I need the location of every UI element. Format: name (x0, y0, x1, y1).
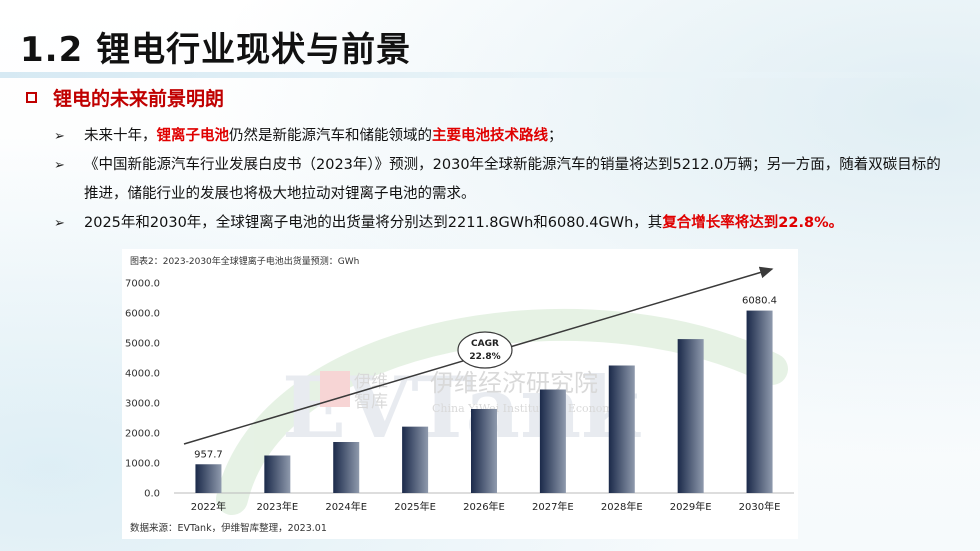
bullet-highlight: 锂离子电池 (156, 128, 230, 144)
x-tick-label: 2027年E (532, 500, 574, 513)
bar (333, 442, 360, 493)
x-tick-label: 2022年 (191, 500, 226, 513)
y-tick-label: 4000.0 (125, 369, 160, 380)
bar (677, 339, 704, 493)
bar-value-label: 957.7 (194, 449, 223, 460)
bullet-item: ➢ 2025年和2030年，全球锂离子电池的出货量将分别达到2211.8GWh和… (54, 209, 954, 238)
y-tick-label: 1000.0 (125, 459, 160, 470)
bar (471, 409, 497, 493)
page-title: 1.2 锂电行业现状与前景 (20, 30, 412, 70)
chart-title: 图表2：2023-2030年全球锂离子电池出货量预测：GWh (130, 255, 359, 267)
watermark-logo-mark (320, 371, 350, 407)
arrow-bullet-icon: ➢ (54, 216, 65, 231)
watermark-cn-full: 伊维经济研究院 (430, 369, 598, 397)
x-tick-label: 2029年E (670, 500, 712, 513)
x-axis: 2022年 2023年E 2024年E 2025年E 2026年E 2027年E 2028年… (191, 500, 781, 513)
bullet-highlight: 复合增长率将达到22.8%。 (662, 215, 844, 231)
bullet-highlight: 主要电池技术路线 (432, 128, 548, 144)
bullet-text: 《中国新能源汽车行业发展白皮书（2023年）》预测，2030年全球新能源汽车的销… (84, 157, 941, 202)
bullet-text: 2025年和2030年，全球锂离子电池的出货量将分别达到2211.8GWh和60… (84, 215, 663, 231)
x-tick-label: 2030年E (739, 500, 781, 513)
bullet-text: ； (548, 128, 563, 144)
y-tick-label: 0.0 (144, 489, 160, 500)
bar-value-label: 6080.4 (742, 296, 777, 307)
x-tick-label: 2028年E (601, 500, 643, 513)
y-tick-label: 7000.0 (125, 279, 160, 290)
chart-source: 数据来源：EVTank，伊维智库整理，2023.01 (130, 522, 327, 534)
bullet-list: ➢ 未来十年，锂离子电池仍然是新能源汽车和储能领域的主要电池技术路线； ➢ 《中… (54, 122, 954, 238)
bar-chart: EVTank 伊维 智库 伊维经济研究院 China YiWei Institu… (125, 255, 794, 534)
watermark-en-full: China YiWei Institute of Economics (432, 402, 628, 415)
bullet-item: ➢ 《中国新能源汽车行业发展白皮书（2023年）》预测，2030年全球新能源汽车… (54, 151, 954, 209)
y-tick-label: 2000.0 (125, 429, 160, 440)
watermark-brand: EVTank (282, 358, 641, 457)
x-tick-label: 2024年E (325, 500, 367, 513)
y-tick-label: 6000.0 (125, 309, 160, 320)
cagr-label: CAGR (471, 339, 499, 349)
bar (402, 426, 429, 493)
bar (608, 365, 635, 493)
section-heading: 锂电的未来前景明朗 (26, 84, 224, 111)
y-tick-label: 3000.0 (125, 399, 160, 410)
bar-series: 957.7 6080.4 (194, 296, 777, 493)
cagr-bubble (457, 331, 513, 369)
y-tick-label: 5000.0 (125, 339, 160, 350)
arrow-bullet-icon: ➢ (54, 129, 65, 144)
bullet-text: 仍然是新能源汽车和储能领域的 (229, 128, 432, 144)
header-divider (0, 72, 980, 78)
bar (746, 310, 773, 493)
arrow-bullet-icon: ➢ (54, 158, 65, 173)
y-axis: 7000.0 6000.0 5000.0 4000.0 3000.0 2000.0 1000… (125, 279, 160, 500)
bar (195, 464, 222, 493)
watermark-cn-short: 智库 (354, 392, 388, 412)
bullet-item: ➢ 未来十年，锂离子电池仍然是新能源汽车和储能领域的主要电池技术路线； (54, 122, 954, 151)
cagr-annotation: CAGR 22.8% (457, 331, 513, 369)
bullet-text: 未来十年， (84, 128, 157, 144)
section-label: 锂电的未来前景明朗 (53, 88, 225, 110)
x-tick-label: 2023年E (256, 500, 298, 513)
cagr-value: 22.8% (469, 352, 500, 362)
square-bullet-icon (26, 92, 37, 103)
bar (539, 389, 566, 493)
chart-container: EVTank 伊维 智库 伊维经济研究院 China YiWei Institu… (122, 249, 798, 539)
x-tick-label: 2026年E (463, 500, 505, 513)
bar (264, 455, 291, 493)
watermark-cn-short: 伊维 (354, 372, 388, 392)
x-tick-label: 2025年E (394, 500, 436, 513)
